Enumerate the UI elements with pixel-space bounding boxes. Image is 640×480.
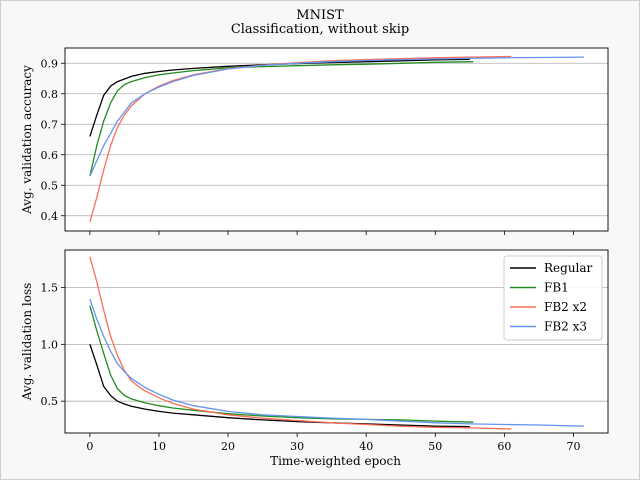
y-axis-label: Avg. validation loss (20, 283, 34, 402)
series-line-fb2-x3 (89, 298, 584, 427)
y-tick-label: 0.7 (41, 118, 59, 131)
x-tick-label: 70 (566, 440, 580, 453)
legend-label: FB2 x3 (544, 320, 587, 334)
x-tick-label: 50 (428, 440, 442, 453)
axes-frame (64, 249, 609, 434)
x-tick-label: 30 (290, 440, 304, 453)
x-tick-label: 40 (359, 440, 373, 453)
y-tick-label: 0.5 (41, 179, 59, 192)
y-axis-label: Avg. validation accuracy (20, 65, 34, 215)
legend: Regular FB1 FB2 x2 FB2 x3 (503, 255, 603, 341)
plot-area (65, 48, 608, 231)
y-tick-label: 1.5 (41, 282, 59, 295)
series-line-fb1 (89, 61, 474, 177)
legend-label: FB1 (544, 281, 569, 295)
accuracy-panel: 0.4 0.5 0.6 0.7 0.8 0.9 Avg. validation accura… (20, 47, 609, 235)
y-tick-label: 0.8 (41, 88, 59, 101)
y-tick-label: 0.4 (41, 210, 59, 223)
series-line-fb2-x2 (89, 55, 512, 222)
series-line-fb2-x2 (89, 256, 512, 430)
legend-box (503, 255, 603, 341)
x-tick-label: 10 (152, 440, 166, 453)
y-tick-label: 0.5 (41, 395, 59, 408)
y-tick-label: 0.6 (41, 149, 59, 162)
figure-title-line1: MNIST (296, 8, 344, 23)
x-axis-label: Time-weighted epoch (270, 454, 401, 468)
y-tick-label: 0.9 (41, 57, 59, 70)
x-tick-label: 60 (497, 440, 511, 453)
legend-label: Regular (544, 261, 593, 275)
series-line-regular (89, 58, 470, 137)
figure-title-line2: Classification, without skip (231, 22, 409, 37)
legend-label: FB2 x2 (544, 300, 587, 314)
loss-panel: 0.5 1.0 1.5 0 10 20 30 40 50 60 70 Avg. validation … (20, 249, 609, 468)
series-line-fb2-x3 (89, 56, 584, 177)
x-tick-label: 0 (86, 440, 93, 453)
x-tick-label: 20 (221, 440, 235, 453)
axes-frame (64, 47, 609, 232)
y-tick-label: 1.0 (41, 338, 59, 351)
